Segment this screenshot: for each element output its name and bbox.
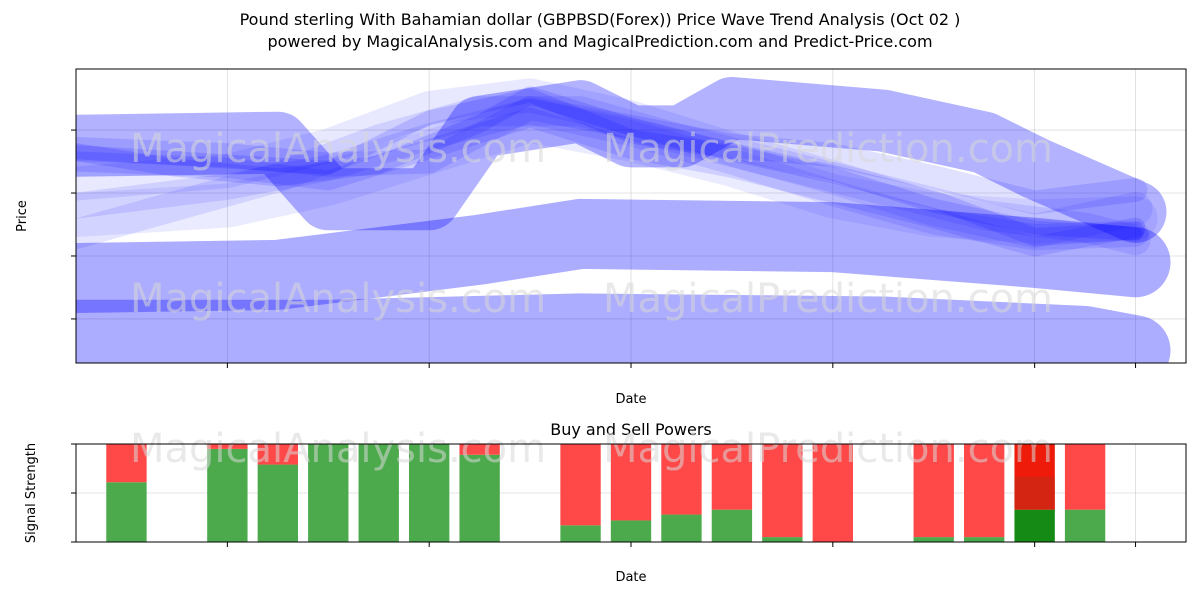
- buy-power-bar: [358, 444, 399, 542]
- price-wave-series: [76, 78, 1153, 248]
- buy-power-bar: [106, 482, 147, 542]
- power-x-axis-label: Date: [615, 570, 646, 585]
- watermark-analysis: MagicalAnalysis.com: [130, 276, 546, 322]
- watermark-prediction: MagicalPrediction.com: [603, 276, 1053, 322]
- buy-power-bar: [1014, 509, 1055, 542]
- sell-power-bar: [1064, 444, 1106, 510]
- price-wave-bands: [76, 77, 1171, 363]
- buy-power-bar: [711, 509, 753, 542]
- power-y-axis-label: Signal Strength: [24, 443, 39, 543]
- buy-sell-power-chart: Buy and Sell Powers MagicalAnalysis.com …: [24, 420, 1187, 585]
- buy-power-bar: [207, 448, 248, 542]
- buy-power-bar: [661, 514, 702, 542]
- price-wave-series: [76, 96, 1148, 215]
- power-x-axis: [226, 542, 1137, 547]
- price-wave-series: [76, 96, 1151, 256]
- buy-power-bar: [1064, 509, 1106, 542]
- sell-power-bar: [913, 444, 954, 538]
- price-y-axis-label: Price: [15, 200, 30, 232]
- power-bars: [106, 444, 1106, 542]
- sell-power-bar: [560, 444, 601, 526]
- watermark-prediction: MagicalPrediction.com: [603, 126, 1053, 172]
- sell-power-bar: [257, 444, 298, 465]
- buy-power-bar: [560, 525, 601, 542]
- price-x-axis-label: Date: [615, 392, 646, 407]
- price-wave-series: [76, 107, 1146, 257]
- sell-power-bar: [762, 444, 803, 538]
- power-watermarks: MagicalAnalysis.com MagicalPrediction.co…: [130, 426, 1053, 472]
- power-chart-title: Buy and Sell Powers: [550, 420, 712, 439]
- power-y-axis: [71, 443, 76, 543]
- sell-power-bar: [964, 444, 1005, 538]
- watermark-analysis: MagicalAnalysis.com: [130, 426, 546, 472]
- buy-power-bar: [913, 537, 954, 542]
- price-y-axis: [71, 129, 76, 320]
- price-wave-series: [76, 293, 1171, 363]
- price-wave-series: [76, 88, 1143, 241]
- price-x-axis: [226, 363, 1137, 368]
- sell-power-bar: [610, 444, 652, 521]
- buy-power-bar: [409, 444, 450, 542]
- sell-power-bar: [711, 444, 753, 510]
- price-wave-series: [76, 98, 1149, 251]
- sell-power-bar: [207, 444, 248, 449]
- watermark-analysis: MagicalAnalysis.com: [130, 126, 546, 172]
- price-wave-series: [76, 98, 1158, 244]
- price-wave-series: [76, 198, 1171, 313]
- sell-power-bar: [459, 444, 500, 455]
- price-wave-series: [76, 77, 1167, 243]
- price-wave-chart: MagicalAnalysis.com MagicalPrediction.co…: [15, 68, 1187, 407]
- figure-subtitle: powered by MagicalAnalysis.com and Magic…: [267, 32, 932, 51]
- buy-power-bar: [308, 444, 349, 542]
- buy-power-bar: [762, 537, 803, 542]
- buy-power-bar: [610, 520, 652, 542]
- sell-power-bar-overlay: [1014, 476, 1055, 510]
- sell-power-bar: [812, 444, 853, 542]
- price-grid: [76, 69, 1186, 363]
- figure-title: Pound sterling With Bahamian dollar (GBP…: [240, 10, 961, 29]
- sell-power-bar: [661, 444, 702, 515]
- buy-power-bar: [257, 464, 298, 542]
- buy-power-bar: [459, 454, 500, 542]
- sell-power-bar: [106, 444, 147, 483]
- price-wave-series: [76, 86, 1145, 247]
- buy-power-bar: [964, 537, 1005, 542]
- price-watermarks: MagicalAnalysis.com MagicalPrediction.co…: [130, 126, 1053, 322]
- watermark-prediction: MagicalPrediction.com: [603, 426, 1053, 472]
